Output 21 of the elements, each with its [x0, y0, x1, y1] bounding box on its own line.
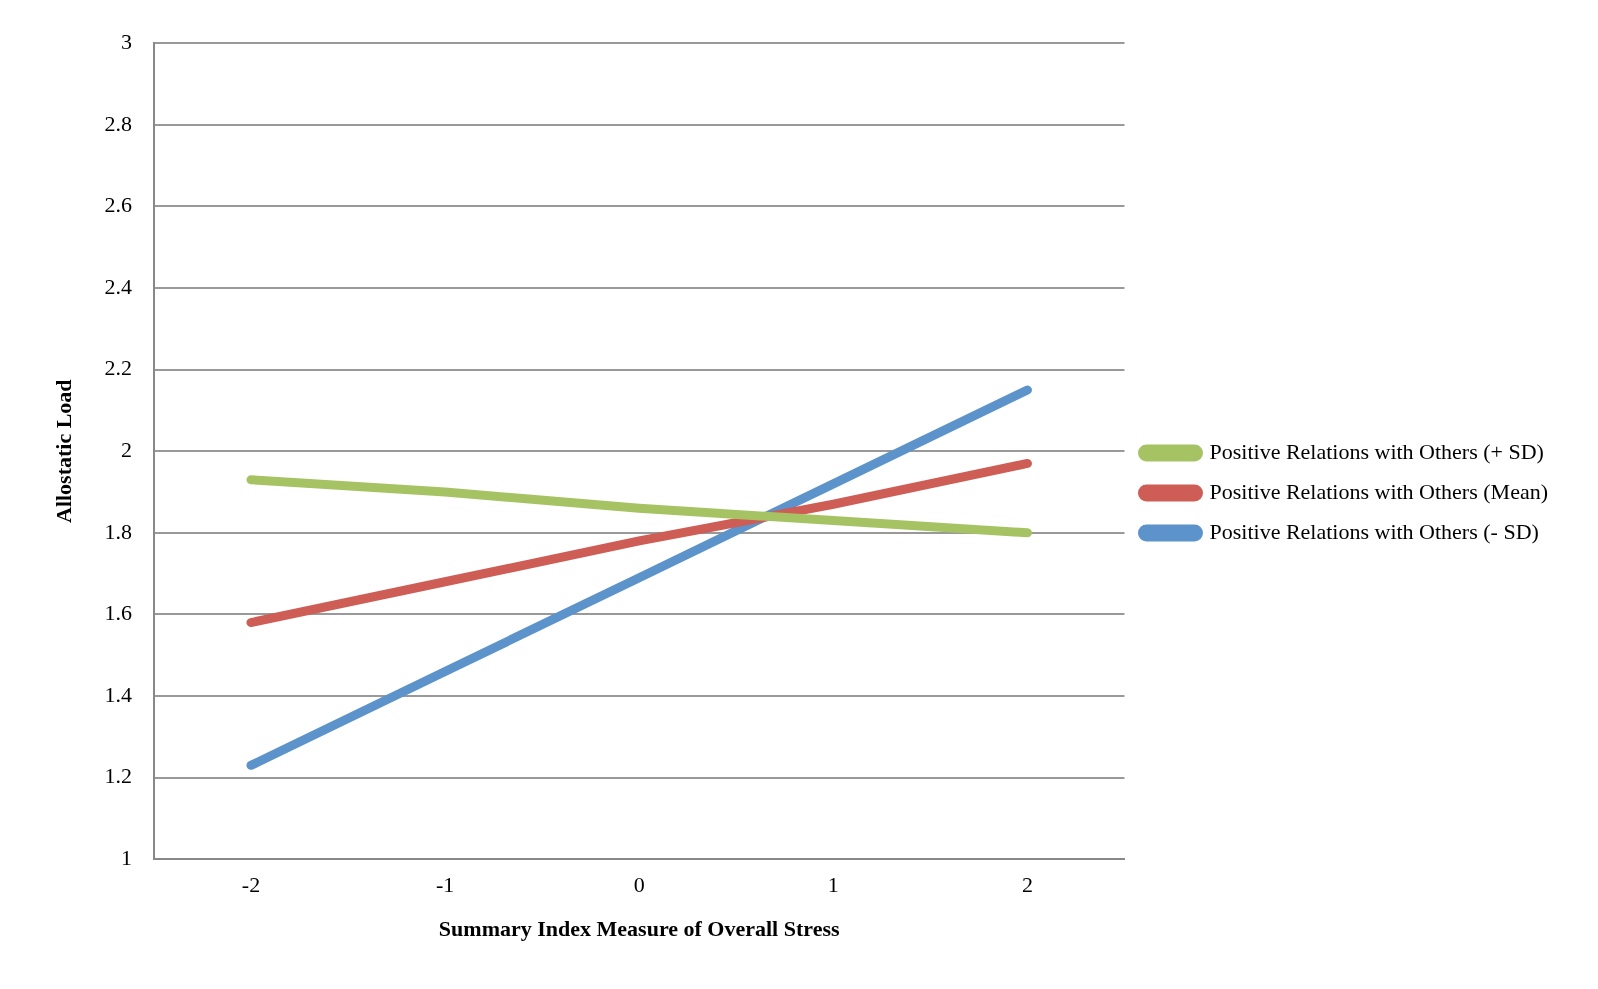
y-tick-label: 2.6: [104, 192, 132, 218]
legend-label: Positive Relations with Others (Mean): [1209, 478, 1549, 504]
y-axis-title: Allostatic Load: [50, 379, 76, 524]
y-tick-label: 2.4: [104, 273, 132, 299]
y-tick-label: 1.6: [104, 600, 132, 626]
x-tick-label: 0: [633, 872, 645, 898]
y-tick-label: 1.8: [104, 518, 132, 544]
y-tick-label: 1.2: [104, 763, 132, 789]
x-tick-label: 1: [827, 872, 839, 898]
y-tick-label: 1.4: [104, 681, 132, 707]
x-tick-label: -1: [435, 872, 455, 898]
x-tick-label: 2: [1021, 872, 1033, 898]
legend-label: Positive Relations with Others (+ SD): [1209, 438, 1544, 464]
y-tick-label: 3: [120, 28, 132, 54]
y-tick-label: 2: [120, 436, 132, 462]
x-axis-title: Summary Index Measure of Overall Stress: [438, 916, 840, 942]
y-tick-label: 2.2: [104, 355, 132, 381]
legend-label: Positive Relations with Others (- SD): [1209, 518, 1539, 544]
x-tick-label: -2: [241, 872, 261, 898]
y-tick-label: 1: [120, 844, 132, 870]
y-tick-label: 2.8: [104, 110, 132, 136]
